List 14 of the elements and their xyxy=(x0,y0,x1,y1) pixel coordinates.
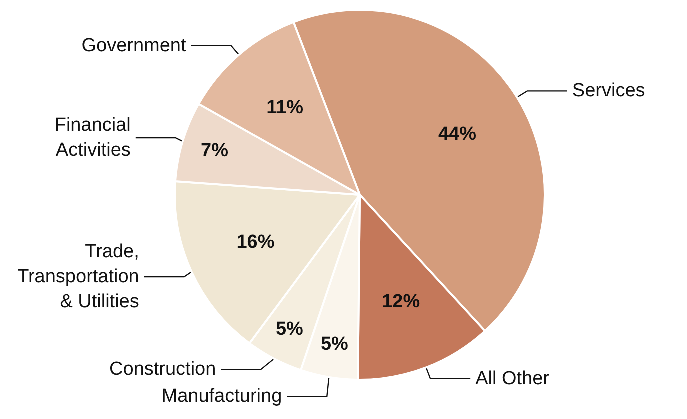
slice-label: Government xyxy=(82,35,187,56)
slice-label: Trade, Transportation & Utilities xyxy=(18,242,140,313)
data-label: 44% xyxy=(438,124,477,146)
slice-label: All Other xyxy=(476,368,550,390)
slice-label: Manufacturing xyxy=(162,386,282,408)
data-label: 16% xyxy=(236,232,275,254)
slice-label: Services xyxy=(572,80,646,102)
slice-label: Financial Activities xyxy=(54,115,131,162)
data-label: 12% xyxy=(382,292,420,313)
data-label: 5% xyxy=(276,318,304,340)
data-label: 11% xyxy=(266,98,304,119)
data-label: 7% xyxy=(201,140,229,162)
slice-label: Construction xyxy=(110,359,216,380)
data-label: 5% xyxy=(320,334,349,356)
